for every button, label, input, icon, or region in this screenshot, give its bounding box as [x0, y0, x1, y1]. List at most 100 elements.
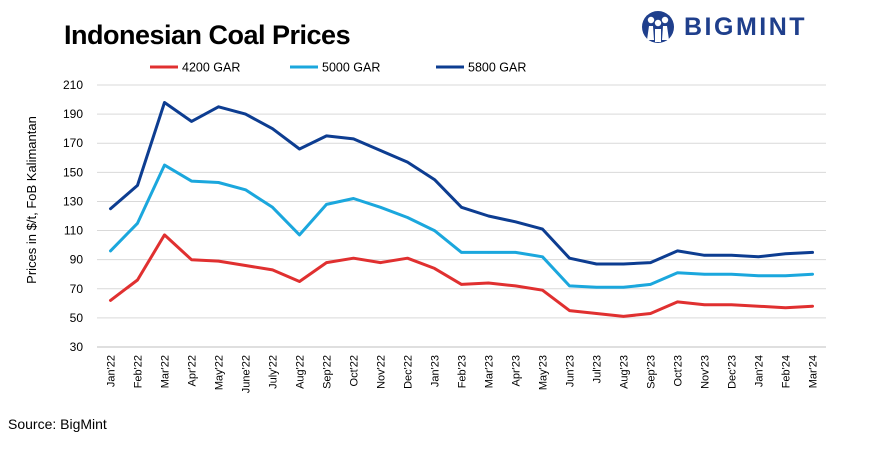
source-note: Source: BigMint	[8, 416, 107, 432]
data-point	[190, 179, 193, 183]
data-point	[271, 127, 274, 130]
data-point	[811, 251, 814, 254]
data-point	[109, 249, 112, 253]
data-point	[676, 249, 679, 253]
data-point	[622, 262, 625, 266]
y-tick-label: 30	[70, 340, 84, 354]
data-point	[163, 163, 166, 167]
data-point	[757, 274, 760, 277]
data-point	[244, 264, 247, 267]
data-point	[514, 284, 517, 288]
data-point	[676, 271, 679, 274]
data-point	[568, 257, 571, 260]
y-tick-label: 130	[63, 194, 83, 208]
data-point	[109, 299, 112, 302]
data-point	[568, 284, 571, 288]
x-tick-label: Sep'23	[646, 355, 658, 389]
series-line-5000-gar	[109, 163, 814, 289]
data-point	[595, 286, 598, 289]
data-point	[595, 312, 598, 315]
legend-label: 5800 GAR	[468, 61, 526, 75]
x-tick-label: Dec'23	[727, 355, 739, 389]
data-point	[217, 105, 220, 109]
data-point	[460, 206, 463, 209]
data-point	[703, 254, 706, 257]
x-tick-label: Apr'23	[511, 355, 523, 386]
data-point	[757, 255, 760, 258]
data-point	[811, 273, 814, 276]
data-point	[622, 286, 625, 289]
data-point	[217, 181, 220, 184]
data-point	[568, 309, 571, 312]
x-tick-label: Feb'22	[133, 355, 145, 388]
data-point	[811, 305, 814, 308]
data-point	[136, 278, 139, 282]
data-point	[757, 305, 760, 308]
data-point	[298, 147, 301, 151]
data-point	[406, 216, 409, 219]
data-point	[325, 203, 328, 206]
data-point	[325, 134, 328, 138]
data-point	[271, 206, 274, 209]
data-point	[352, 137, 355, 141]
y-axis-label: Prices in $/t, FoB Kalimantan	[24, 116, 39, 284]
data-point	[244, 112, 247, 116]
x-tick-label: Dec'22	[403, 355, 415, 389]
data-point	[784, 252, 787, 256]
x-tick-label: Aug'22	[295, 355, 307, 389]
x-tick-label: Jul'23	[592, 355, 604, 383]
x-tick-label: Jan'24	[754, 355, 766, 387]
data-point	[136, 222, 139, 225]
data-point	[298, 233, 301, 237]
y-tick-label: 110	[64, 224, 83, 238]
data-point	[460, 283, 463, 286]
data-point	[379, 261, 382, 264]
x-tick-label: July'22	[268, 355, 280, 389]
data-point	[784, 274, 787, 277]
x-tick-label: Mar'24	[808, 355, 820, 388]
data-point	[406, 257, 409, 260]
x-tick-label: Feb'23	[457, 355, 469, 388]
data-point	[676, 300, 679, 304]
data-point	[649, 283, 652, 286]
data-point	[514, 251, 517, 254]
data-point	[379, 206, 382, 209]
data-point	[487, 251, 490, 254]
data-point	[352, 197, 355, 200]
x-tick-label: Apr'22	[187, 355, 199, 386]
data-point	[541, 227, 544, 231]
data-point	[487, 214, 490, 218]
data-point	[217, 259, 220, 263]
data-point	[622, 315, 625, 318]
data-point	[136, 184, 139, 187]
data-point	[595, 262, 598, 266]
data-point	[325, 261, 328, 264]
grid-lines	[97, 84, 826, 348]
data-point	[460, 251, 463, 254]
data-point	[730, 254, 733, 257]
y-tick-label: 90	[70, 253, 84, 267]
x-tick-label: Oct'22	[349, 355, 361, 386]
axes: 30 50 70 90 110 130 150 170 190 210 Jan'22 Feb'22 Ma…	[63, 78, 826, 393]
x-tick-label: Nov'22	[376, 355, 388, 389]
data-point	[487, 281, 490, 285]
data-point	[649, 312, 652, 315]
legend: 4200 GAR 5000 GAR 5800 GAR	[150, 61, 526, 75]
x-tick-label: Jan'22	[106, 355, 118, 387]
data-point	[703, 273, 706, 276]
data-point	[379, 149, 382, 152]
data-point	[730, 273, 733, 276]
y-tick-label: 150	[63, 165, 83, 179]
data-point	[352, 257, 355, 260]
x-tick-label: Nov'23	[700, 355, 712, 389]
x-tick-label: Aug'23	[619, 355, 631, 389]
y-tick-label: 50	[70, 311, 84, 325]
brand-name: BIGMINT	[684, 12, 808, 41]
data-point	[433, 229, 436, 232]
y-tick-label: 210	[63, 78, 83, 92]
data-point	[109, 207, 112, 210]
x-tick-label: Jun'23	[565, 355, 577, 387]
legend-label: 5000 GAR	[322, 61, 380, 75]
data-point	[730, 303, 733, 306]
